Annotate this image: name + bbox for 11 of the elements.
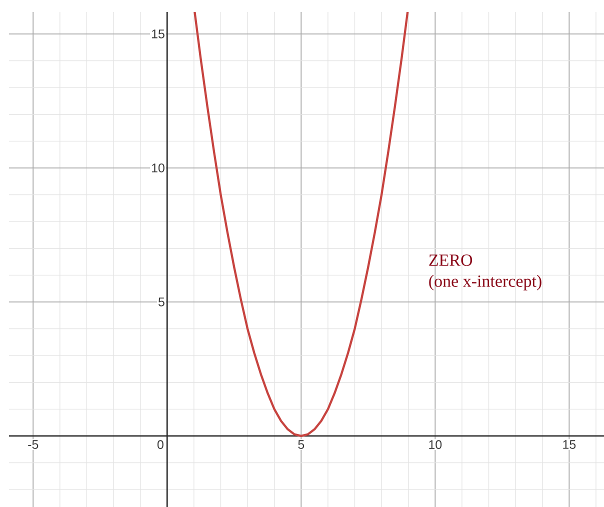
x-tick-label: 10 [429,440,442,450]
y-tick-label: 10 [152,164,164,172]
y-tick-label: 15 [152,30,164,38]
x-tick-label: 0 [157,440,164,450]
x-tick-label: 5 [298,440,304,449]
line-series [194,12,409,438]
annotation: (one x-intercept) [429,274,542,290]
x-tick-label: 15 [563,440,576,449]
y-tick-label: 5 [158,298,164,306]
x-tick-label: -5 [28,440,38,449]
annotation: ZERO [429,254,472,266]
